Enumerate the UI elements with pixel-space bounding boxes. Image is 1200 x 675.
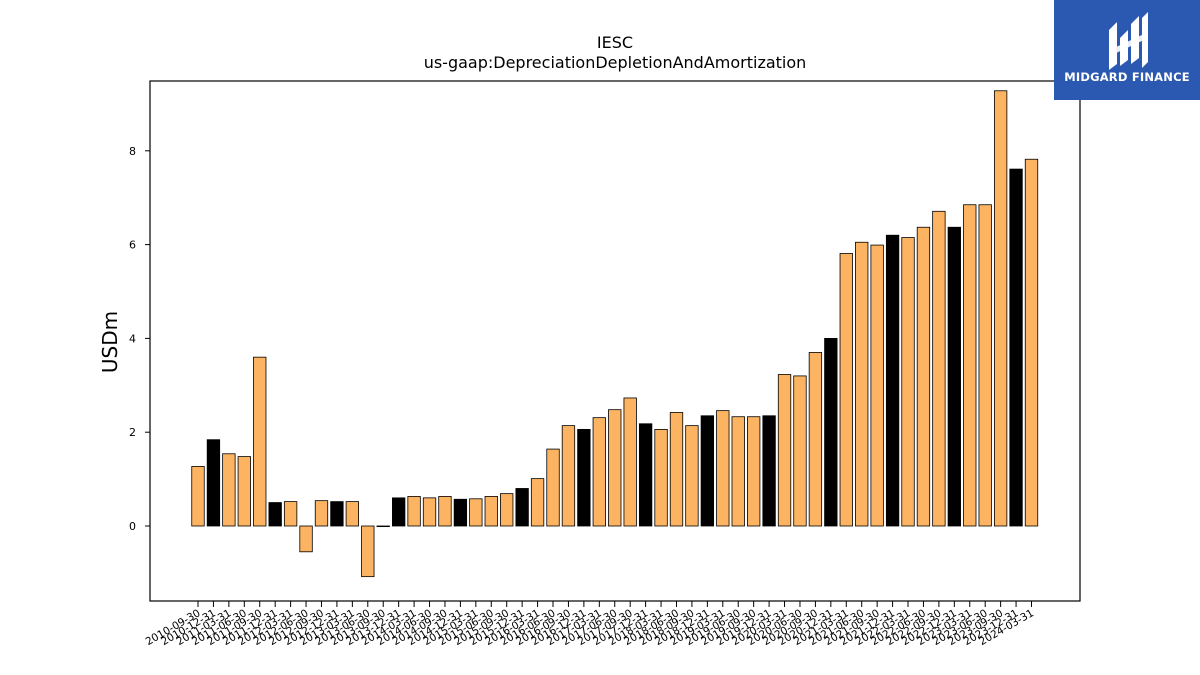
bar	[839, 253, 853, 527]
bar	[546, 448, 560, 527]
bar	[253, 356, 267, 527]
bar	[345, 501, 360, 527]
bar	[870, 244, 884, 527]
bar	[916, 226, 931, 527]
bar	[376, 525, 390, 528]
logo-mark-icon	[1054, 0, 1200, 100]
bar	[453, 498, 468, 527]
bar	[685, 425, 699, 527]
bar	[824, 337, 838, 527]
bar	[237, 456, 251, 527]
bar-series	[191, 90, 1039, 578]
bar	[268, 502, 282, 527]
bar	[330, 501, 344, 527]
bar	[747, 416, 761, 527]
bar	[422, 497, 437, 527]
bar	[731, 416, 745, 527]
bar	[530, 478, 545, 527]
bar	[299, 525, 313, 553]
bar	[716, 410, 730, 527]
bar	[638, 423, 653, 527]
bar	[654, 428, 668, 527]
bar	[314, 500, 329, 527]
bar	[407, 496, 421, 527]
y-axis-ticks: 0 2 4 6 8	[129, 145, 150, 533]
bar	[592, 417, 606, 527]
bar	[777, 374, 792, 527]
midgard-finance-logo: MIDGARD FINANCE	[1054, 0, 1200, 100]
bar	[623, 397, 637, 527]
bar	[561, 425, 576, 527]
bar	[469, 498, 483, 527]
bar	[669, 412, 684, 527]
bar	[438, 496, 452, 527]
bar	[1009, 168, 1023, 527]
y-tick-label: 0	[129, 520, 136, 533]
bar	[206, 439, 221, 527]
y-tick-label: 6	[129, 239, 136, 252]
bar	[1024, 158, 1039, 527]
bar	[222, 453, 236, 527]
bar	[963, 204, 977, 527]
chart-subtitle: us-gaap:DepreciationDepletionAndAmortiza…	[424, 53, 807, 72]
bar	[901, 237, 915, 527]
x-axis-ticks: 2010-09-302010-12-312011-03-312011-06-30…	[144, 601, 1036, 648]
bar	[885, 234, 900, 527]
bar	[762, 415, 776, 527]
logo-text: MIDGARD FINANCE	[1064, 70, 1190, 84]
bar	[932, 210, 946, 527]
y-tick-label: 2	[129, 426, 136, 439]
plot-frame	[149, 80, 1081, 602]
bar	[978, 204, 992, 527]
bar	[855, 241, 869, 527]
bar	[392, 497, 406, 527]
bar	[700, 415, 715, 527]
bar	[993, 90, 1008, 527]
bar	[793, 375, 807, 527]
bar	[283, 501, 298, 527]
bar	[191, 466, 205, 527]
bar	[808, 352, 823, 527]
bar	[608, 409, 622, 527]
y-tick-label: 8	[129, 145, 136, 158]
bar	[577, 428, 591, 527]
y-tick-label: 4	[129, 332, 136, 345]
chart-title: IESC	[597, 33, 633, 52]
bar	[500, 493, 514, 527]
y-axis-label: USDm	[98, 311, 122, 373]
bar	[515, 488, 529, 527]
bar	[484, 496, 498, 527]
bar	[947, 226, 961, 527]
bar	[361, 525, 375, 578]
